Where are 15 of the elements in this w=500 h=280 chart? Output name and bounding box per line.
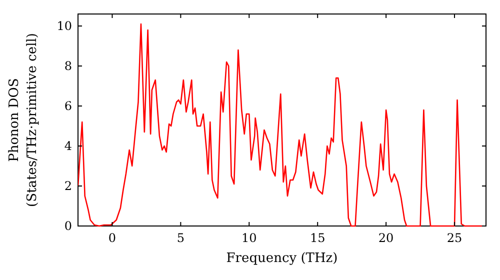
y-tick-label: 2	[64, 179, 72, 193]
y-axis-title: Phonon DOS (States/THz·primitive cell)	[7, 32, 40, 208]
y-tick-label: 8	[64, 59, 72, 73]
x-axis-title: Frequency (THz)	[226, 251, 338, 266]
x-tick-label: 20	[378, 231, 394, 245]
x-tick-label: 25	[446, 231, 462, 245]
y-tick-label: 6	[64, 99, 72, 113]
y-tick-label: 10	[56, 19, 72, 33]
y-tick-label: 4	[64, 139, 72, 153]
x-tick-label: 0	[108, 231, 116, 245]
line-series	[78, 23, 483, 227]
x-tick-label: 15	[310, 231, 326, 245]
x-tick-label: 10	[242, 231, 257, 245]
y-tick-label: 0	[64, 219, 72, 233]
x-tick-label: 5	[176, 231, 185, 245]
